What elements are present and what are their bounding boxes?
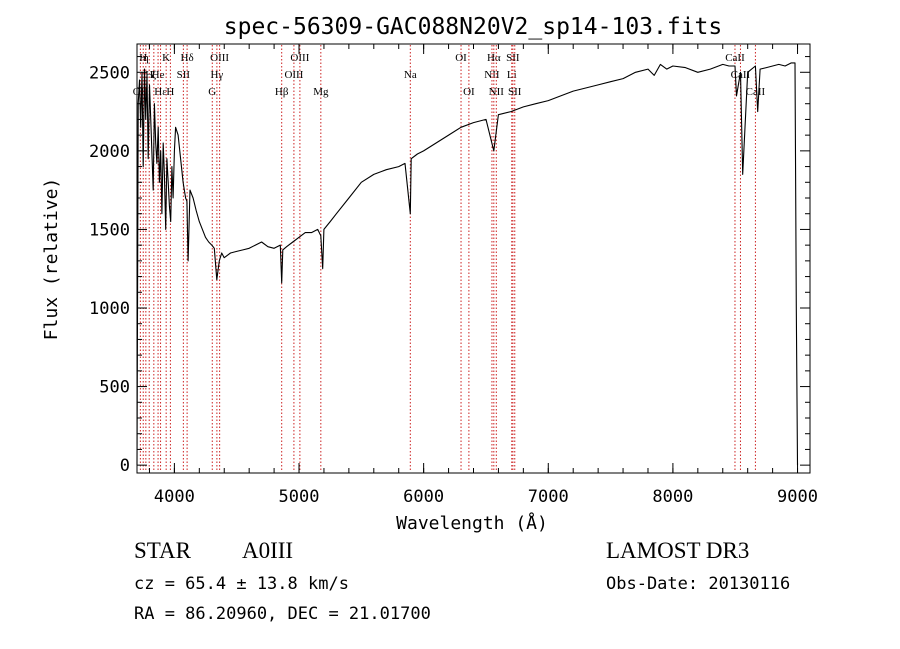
chart-title: spec-56309-GAC088N20V2_sp14-103.fits [224,14,723,40]
line-marker-label: Hβ [275,86,289,98]
x-tick-label: 9000 [777,487,818,507]
line-marker-label: H [166,86,174,98]
line-marker-label: SII [508,86,522,98]
line-marker-label: OI [455,52,467,64]
object-class: STAR [134,538,191,563]
line-marker-label: Hα [487,52,501,64]
line-marker-label: NII [489,86,505,98]
line-marker-label: Li [507,69,517,81]
y-tick-label: 1500 [89,220,130,240]
line-marker-label: K [162,52,170,64]
y-axis-label: Flux (relative) [41,178,62,341]
line-marker-label: Hγ [210,69,223,81]
line-marker-label: CaII [725,52,745,64]
flux-series [136,62,799,466]
line-marker-label: OIII [290,52,309,64]
x-axis-label: Wavelength (Å) [396,512,548,534]
y-tick-label: 2000 [89,142,130,162]
line-marker-label: NII [484,69,500,81]
line-marker-label: Hε [154,86,167,98]
line-marker-label: H [145,69,153,81]
y-tick-label: 500 [99,378,130,398]
line-marker-label: Na [404,69,417,81]
line-marker-label: OI [463,86,475,98]
x-tick-label: 8000 [652,487,693,507]
object-subclass: A0III [242,538,294,563]
y-tick-label: 2500 [89,63,130,83]
redshift-velocity: cz = 65.4 ± 13.8 km/s [134,574,349,594]
y-tick-label: 0 [120,456,130,476]
line-marker-label: SII [177,69,191,81]
x-tick-label: 6000 [403,487,444,507]
line-marker-label: η [143,52,149,64]
line-marker-label: CaII [746,86,766,98]
x-tick-label: 5000 [279,487,320,507]
line-marker-label: ζ [152,69,157,81]
line-marker-label: Mg [313,86,329,98]
x-tick-label: 4000 [154,487,195,507]
x-tick-label: 7000 [528,487,569,507]
line-marker-label: OIII [284,69,303,81]
line-marker-label: H [139,52,147,64]
flux-line [136,62,799,466]
line-marker-label: Hδ [181,52,194,64]
observation-date: Obs-Date: 20130116 [606,574,791,594]
spectral-line-markers: OIIHηHζHeHεKHSIIHδGHγOIIIHβOIIIOIIIMgNaO… [133,45,766,472]
coordinates: RA = 86.20960, DEC = 21.01700 [134,604,431,624]
line-marker-label: OIII [210,52,229,64]
line-marker-label: He [152,69,165,81]
survey-name: LAMOST DR3 [606,538,750,563]
plot-frame [136,43,811,474]
y-tick-label: 1000 [89,299,130,319]
axes: 4000 5000 6000 7000 8000 9000 0 500 1000 1500 2000… [89,44,818,507]
line-marker-label: G [208,86,216,98]
line-marker-label: SII [506,52,520,64]
